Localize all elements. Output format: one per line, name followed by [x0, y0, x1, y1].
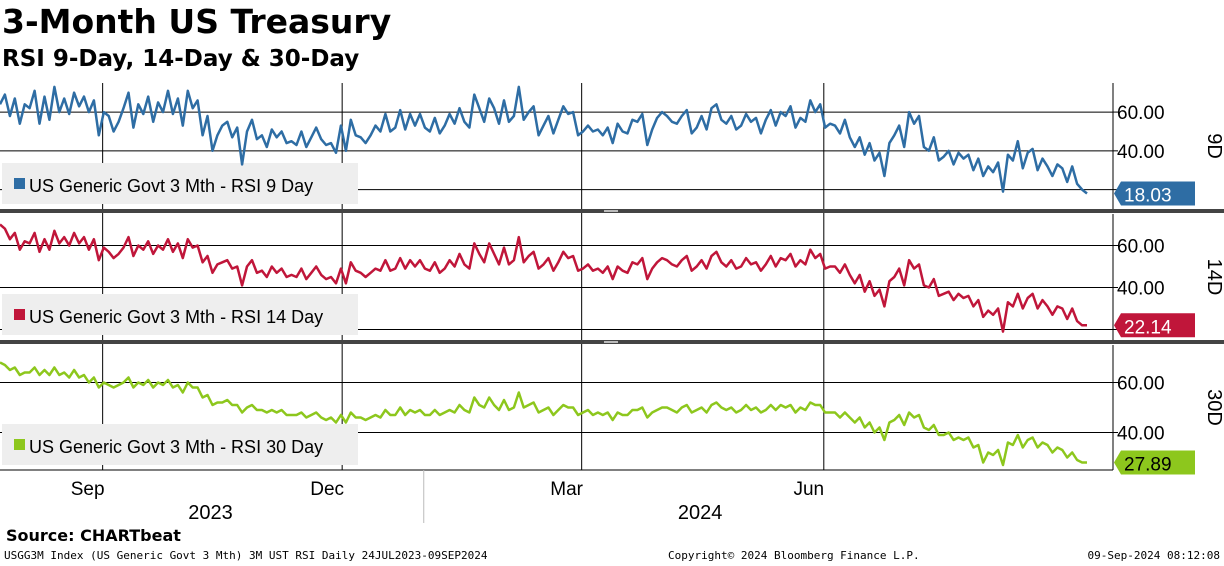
panel-side-label: 30D [1203, 389, 1224, 426]
x-tick-label: Sep [71, 479, 105, 500]
year-label: 2023 [188, 502, 233, 524]
y-tick-label: 40.00 [1117, 142, 1165, 163]
legend-swatch [14, 439, 25, 450]
panel-side-label: 14D [1203, 259, 1224, 296]
x-tick-label: Dec [310, 479, 344, 500]
y-tick-label: 60.00 [1117, 237, 1165, 258]
footer-copyright: Copyright© 2024 Bloomberg Finance L.P. [668, 549, 920, 562]
year-label: 2024 [678, 502, 723, 524]
footer-index-info: USGG3M Index (US Generic Govt 3 Mth) 3M … [4, 549, 488, 562]
x-tick-label: Jun [793, 479, 824, 500]
legend-box [2, 294, 358, 335]
last-value-tag [1114, 181, 1195, 206]
legend-label: US Generic Govt 3 Mth - RSI 9 Day [29, 176, 313, 196]
last-value-label: 18.03 [1124, 185, 1172, 206]
last-value-label: 22.14 [1124, 317, 1172, 338]
series-line-14d [0, 223, 1087, 333]
y-tick-label: 60.00 [1117, 374, 1165, 395]
panel-side-label: 9D [1203, 133, 1224, 159]
y-tick-label: 40.00 [1117, 424, 1165, 445]
y-tick-label: 40.00 [1117, 279, 1165, 300]
panel-grip [604, 210, 618, 212]
last-value-tag [1114, 313, 1195, 338]
series-line-30d [0, 361, 1087, 467]
legend-swatch [14, 178, 25, 189]
last-value-label: 27.89 [1124, 455, 1172, 476]
legend-label: US Generic Govt 3 Mth - RSI 14 Day [29, 307, 323, 327]
legend-label: US Generic Govt 3 Mth - RSI 30 Day [29, 437, 323, 457]
chart-title: 3-Month US Treasury [2, 2, 392, 41]
y-tick-label: 60.00 [1117, 103, 1165, 124]
series-line-9d [0, 85, 1088, 195]
legend-swatch [14, 309, 25, 320]
legend-box [2, 424, 358, 465]
chart-subtitle: RSI 9-Day, 14-Day & 30-Day [2, 46, 360, 72]
footer-timestamp: 09-Sep-2024 08:12:08 [1087, 549, 1220, 562]
last-value-tag [1114, 450, 1195, 475]
source-label: Source: CHARTbeat [6, 526, 181, 545]
legend-box [2, 163, 358, 204]
panel-grip [604, 341, 618, 343]
x-tick-label: Mar [550, 479, 583, 500]
